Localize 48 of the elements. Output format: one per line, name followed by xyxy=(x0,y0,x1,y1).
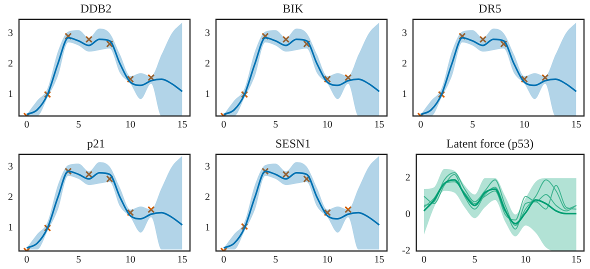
x-tick-label: 0 xyxy=(24,254,30,266)
y-tick-label: 0 xyxy=(405,208,410,220)
chart-title: SESN1 xyxy=(275,136,311,150)
x-tick-label: 10 xyxy=(322,254,332,266)
x-tick-label: 5 xyxy=(472,254,478,266)
x-tick-label: 10 xyxy=(125,254,136,266)
y-tick-label: 2 xyxy=(8,58,13,70)
chart-title: BIK xyxy=(282,1,304,16)
y-tick-label: 1 xyxy=(8,89,13,100)
y-tick-label: 2 xyxy=(205,191,210,202)
x-tick-label: 15 xyxy=(374,254,384,266)
y-tick-label: 2 xyxy=(8,191,13,202)
x-tick-label: 15 xyxy=(177,120,188,131)
x-tick-label: 5 xyxy=(470,120,476,131)
y-tick-label: 3 xyxy=(8,28,13,39)
y-tick-label: 2 xyxy=(205,58,210,70)
y-tick-label: 1 xyxy=(402,89,407,100)
x-tick-label: 15 xyxy=(177,254,188,266)
x-tick-label: 10 xyxy=(322,120,332,131)
x-tick-label: 0 xyxy=(421,254,426,266)
x-tick-label: 0 xyxy=(221,120,226,131)
x-tick-label: 10 xyxy=(519,120,530,131)
y-tick-label: 2 xyxy=(402,58,407,70)
y-tick-label: 3 xyxy=(205,160,210,172)
y-tick-label: 3 xyxy=(8,160,13,172)
chart-title: DR5 xyxy=(478,1,502,16)
y-tick-label: 1 xyxy=(205,89,210,100)
x-tick-label: 0 xyxy=(24,120,30,131)
chart-title: DDB2 xyxy=(80,1,112,16)
y-tick-label: 1 xyxy=(8,222,13,234)
x-tick-label: 10 xyxy=(125,120,136,131)
y-tick-label: 3 xyxy=(402,28,407,39)
y-tick-label: 2 xyxy=(405,172,410,184)
x-tick-label: 0 xyxy=(418,120,424,131)
y-tick-label: 1 xyxy=(205,222,210,234)
chart-title: Latent force (p53) xyxy=(446,136,534,150)
x-tick-label: 5 xyxy=(76,120,82,131)
x-tick-label: 15 xyxy=(374,120,384,131)
x-tick-label: 10 xyxy=(520,254,531,266)
y-tick-label: 3 xyxy=(205,28,210,39)
x-tick-label: 15 xyxy=(571,120,582,131)
chart-title: p21 xyxy=(87,136,105,150)
x-tick-label: 5 xyxy=(273,254,278,266)
y-tick-label: -2 xyxy=(402,245,410,256)
x-tick-label: 0 xyxy=(221,254,226,266)
x-tick-label: 15 xyxy=(571,254,582,266)
x-tick-label: 5 xyxy=(76,254,82,266)
x-tick-label: 5 xyxy=(273,120,278,131)
